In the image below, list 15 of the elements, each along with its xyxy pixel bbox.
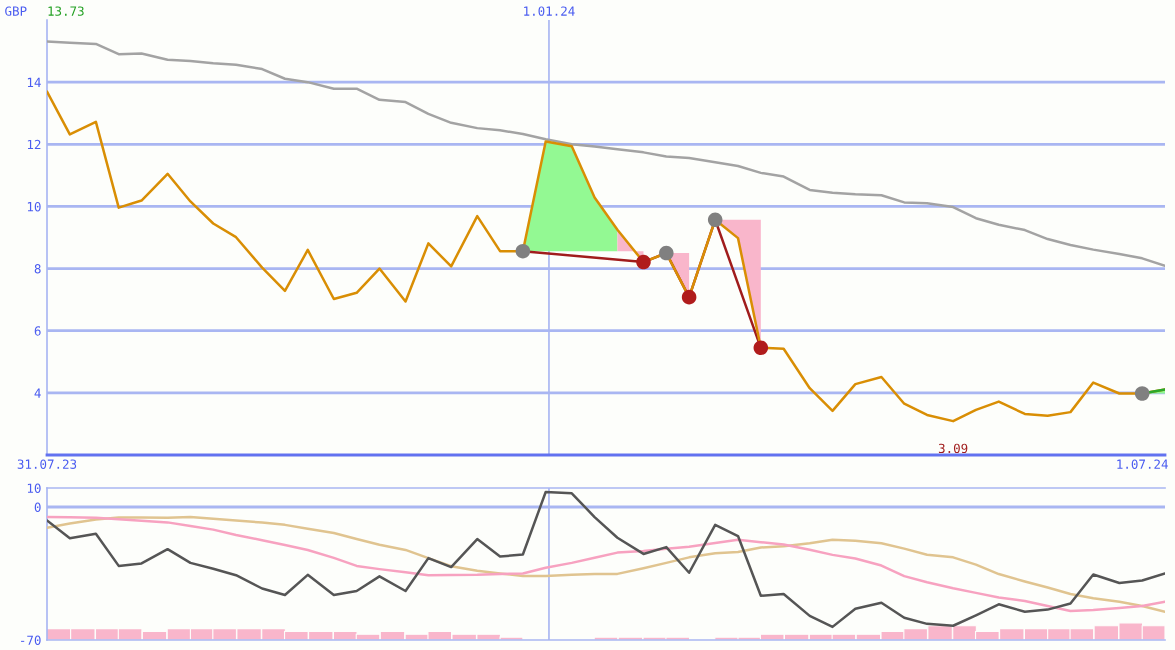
y-tick-label: 6: [34, 326, 41, 336]
y-tick-label: 10: [27, 483, 41, 493]
y-tick-label: 14: [27, 77, 41, 87]
y-tick-label: 10: [27, 201, 41, 212]
ref-line-label: 1.01.24: [524, 6, 575, 16]
x-tick-label: 1.07.24: [1117, 459, 1168, 469]
y-tick-label: 4: [34, 388, 41, 398]
y-tick-label: 8: [34, 264, 41, 274]
y-axis-title: GBP: [5, 6, 27, 16]
y-tick-label: 0: [34, 502, 41, 512]
x-tick-label: 31.07.23: [17, 459, 77, 469]
y-tick-label: 12: [27, 139, 41, 150]
text: 13.73: [48, 6, 84, 16]
y-tick-label: -70: [21, 635, 41, 645]
annotation: 3.09: [938, 443, 968, 454]
